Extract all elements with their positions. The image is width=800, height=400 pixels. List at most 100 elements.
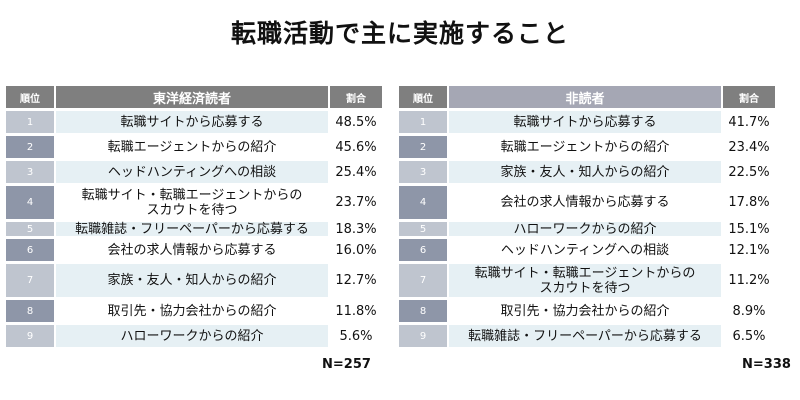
rank-cell: 2 <box>6 136 54 158</box>
percent-cell: 45.6% <box>330 136 382 158</box>
table-row: 4 転職サイト・転職エージェントからの スカウトを待つ 23.7% <box>6 186 382 219</box>
rank-cell: 4 <box>6 186 54 219</box>
item-text: 転職エージェントからの紹介 <box>108 140 277 155</box>
table-row: 9 ハローワークからの紹介 5.6% <box>6 325 382 347</box>
item-text: 取引先・協力会社からの紹介 <box>107 304 276 319</box>
percent-cell: 12.1% <box>723 239 775 261</box>
percent-cell: 11.2% <box>723 264 775 297</box>
percent-cell: 23.4% <box>723 136 775 158</box>
item-text-line: 会社の求人情報から応募する <box>500 195 670 210</box>
table-row: 3 家族・友人・知人からの紹介 22.5% <box>399 161 775 183</box>
item-text: ハローワークからの紹介 <box>513 222 656 237</box>
table-row: 6 ヘッドハンティングへの相談 12.1% <box>399 239 775 261</box>
item-cell: 会社の求人情報から応募する <box>449 186 721 219</box>
rank-cell: 9 <box>399 325 447 347</box>
item-cell: ヘッドハンティングへの相談 <box>449 239 721 261</box>
sample-size-readers: N=257 <box>322 357 371 372</box>
item-text: 家族・友人・知人からの紹介 <box>107 273 276 288</box>
rank-cell: 1 <box>399 111 447 133</box>
item-text-line: 転職エージェントからの紹介 <box>500 139 670 155</box>
item-cell: 転職サイトから応募する <box>449 111 721 133</box>
percent-cell: 11.8% <box>330 300 382 322</box>
item-text-line: 家族・友人・知人からの紹介 <box>500 164 670 180</box>
table-row: 8 取引先・協力会社からの紹介 8.9% <box>399 300 775 322</box>
rank-cell: 7 <box>399 264 447 297</box>
rank-cell: 8 <box>6 300 54 322</box>
table-row: 6 会社の求人情報から応募する 16.0% <box>6 239 382 261</box>
item-text: 会社の求人情報から応募する <box>500 195 669 210</box>
table-header: 順位 東洋経済読者 割合 <box>6 86 382 108</box>
table-row: 3 ヘッドハンティングへの相談 25.4% <box>6 161 382 183</box>
item-text: 転職雑誌・フリーペーパーから応募する <box>468 329 702 344</box>
item-text-line: 転職雑誌・フリーペーパーから応募する <box>468 328 702 344</box>
item-text: 転職サイトから応募する <box>120 115 263 130</box>
item-text: 取引先・協力会社からの紹介 <box>500 304 669 319</box>
item-text-line: 取引先・協力会社からの紹介 <box>500 303 670 319</box>
item-text-line: 転職サイトから応募する <box>513 114 657 130</box>
item-cell: 転職サイト・転職エージェントからの スカウトを待つ <box>56 186 328 219</box>
percent-cell: 25.4% <box>330 161 382 183</box>
table-row: 7 転職サイト・転職エージェントからの スカウトを待つ 11.2% <box>399 264 775 297</box>
rank-cell: 6 <box>6 239 54 261</box>
table-row: 7 家族・友人・知人からの紹介 12.7% <box>6 264 382 297</box>
item-cell: 家族・友人・知人からの紹介 <box>449 161 721 183</box>
rank-cell: 5 <box>399 222 447 236</box>
table-body: 1 転職サイトから応募する 41.7% 2 転職エージェントからの紹介 23.4% 3 家族・… <box>399 111 775 347</box>
percent-cell: 22.5% <box>723 161 775 183</box>
rank-cell: 3 <box>399 161 447 183</box>
rank-cell: 2 <box>399 136 447 158</box>
rank-cell: 9 <box>6 325 54 347</box>
item-cell: 転職エージェントからの紹介 <box>449 136 721 158</box>
item-cell: 取引先・協力会社からの紹介 <box>56 300 328 322</box>
group-header: 非読者 <box>449 86 721 108</box>
page-title: 転職活動で主に実施すること <box>230 19 569 48</box>
item-text-line: 取引先・協力会社からの紹介 <box>107 303 277 319</box>
item-cell: 転職雑誌・フリーペーパーから応募する <box>449 325 721 347</box>
percent-cell: 5.6% <box>330 325 382 347</box>
rank-cell: 8 <box>399 300 447 322</box>
item-text-line: ハローワークからの紹介 <box>120 328 264 344</box>
table-body: 1 転職サイトから応募する 48.5% 2 転職エージェントからの紹介 45.6% 3 ヘッド… <box>6 111 382 347</box>
rank-cell: 7 <box>6 264 54 297</box>
item-cell: ハローワークからの紹介 <box>56 325 328 347</box>
table-row: 2 転職エージェントからの紹介 45.6% <box>6 136 382 158</box>
percent-cell: 17.8% <box>723 186 775 219</box>
item-text-line: ハローワークからの紹介 <box>513 221 657 237</box>
item-text-line: ヘッドハンティングへの相談 <box>107 164 277 180</box>
table-row: 5 ハローワークからの紹介 15.1% <box>399 222 775 237</box>
percent-cell: 16.0% <box>330 239 382 261</box>
item-text: 転職サイト・転職エージェントからの スカウトを待つ <box>475 266 696 296</box>
percent-cell: 23.7% <box>330 186 382 219</box>
table-row: 2 転職エージェントからの紹介 23.4% <box>399 136 775 158</box>
item-cell: ヘッドハンティングへの相談 <box>56 161 328 183</box>
item-cell: 会社の求人情報から応募する <box>56 239 328 261</box>
table-row: 8 取引先・協力会社からの紹介 11.8% <box>6 300 382 322</box>
item-text: ヘッドハンティングへの相談 <box>501 243 669 258</box>
item-text: 転職サイト・転職エージェントからの スカウトを待つ <box>82 188 303 218</box>
item-text: 転職雑誌・フリーペーパーから応募する <box>75 222 309 237</box>
item-text-line: 転職サイト・転職エージェントからの <box>81 187 303 203</box>
item-text-line: 会社の求人情報から応募する <box>107 242 277 258</box>
table-row: 4 会社の求人情報から応募する 17.8% <box>399 186 775 219</box>
item-text-line: ヘッドハンティングへの相談 <box>500 242 670 258</box>
percent-cell: 15.1% <box>723 222 775 237</box>
item-text: 転職エージェントからの紹介 <box>501 140 670 155</box>
item-cell: ハローワークからの紹介 <box>449 222 721 237</box>
item-text: 家族・友人・知人からの紹介 <box>500 165 669 180</box>
item-text: 会社の求人情報から応募する <box>107 243 276 258</box>
table-row: 1 転職サイトから応募する 48.5% <box>6 111 382 133</box>
rank-header: 順位 <box>399 86 447 108</box>
table-row: 5 転職雑誌・フリーペーパーから応募する 18.3% <box>6 222 382 237</box>
rank-cell: 1 <box>6 111 54 133</box>
item-text: ハローワークからの紹介 <box>120 329 263 344</box>
item-cell: 転職サイトから応募する <box>56 111 328 133</box>
item-cell: 家族・友人・知人からの紹介 <box>56 264 328 297</box>
percent-cell: 6.5% <box>723 325 775 347</box>
item-text-line: 転職エージェントからの紹介 <box>107 139 277 155</box>
item-text-line: 転職サイトから応募する <box>120 114 264 130</box>
item-text: ヘッドハンティングへの相談 <box>108 165 276 180</box>
item-text-line: 転職雑誌・フリーペーパーから応募する <box>75 221 309 237</box>
percent-cell: 18.3% <box>330 222 382 237</box>
item-cell: 転職エージェントからの紹介 <box>56 136 328 158</box>
item-cell: 取引先・協力会社からの紹介 <box>449 300 721 322</box>
